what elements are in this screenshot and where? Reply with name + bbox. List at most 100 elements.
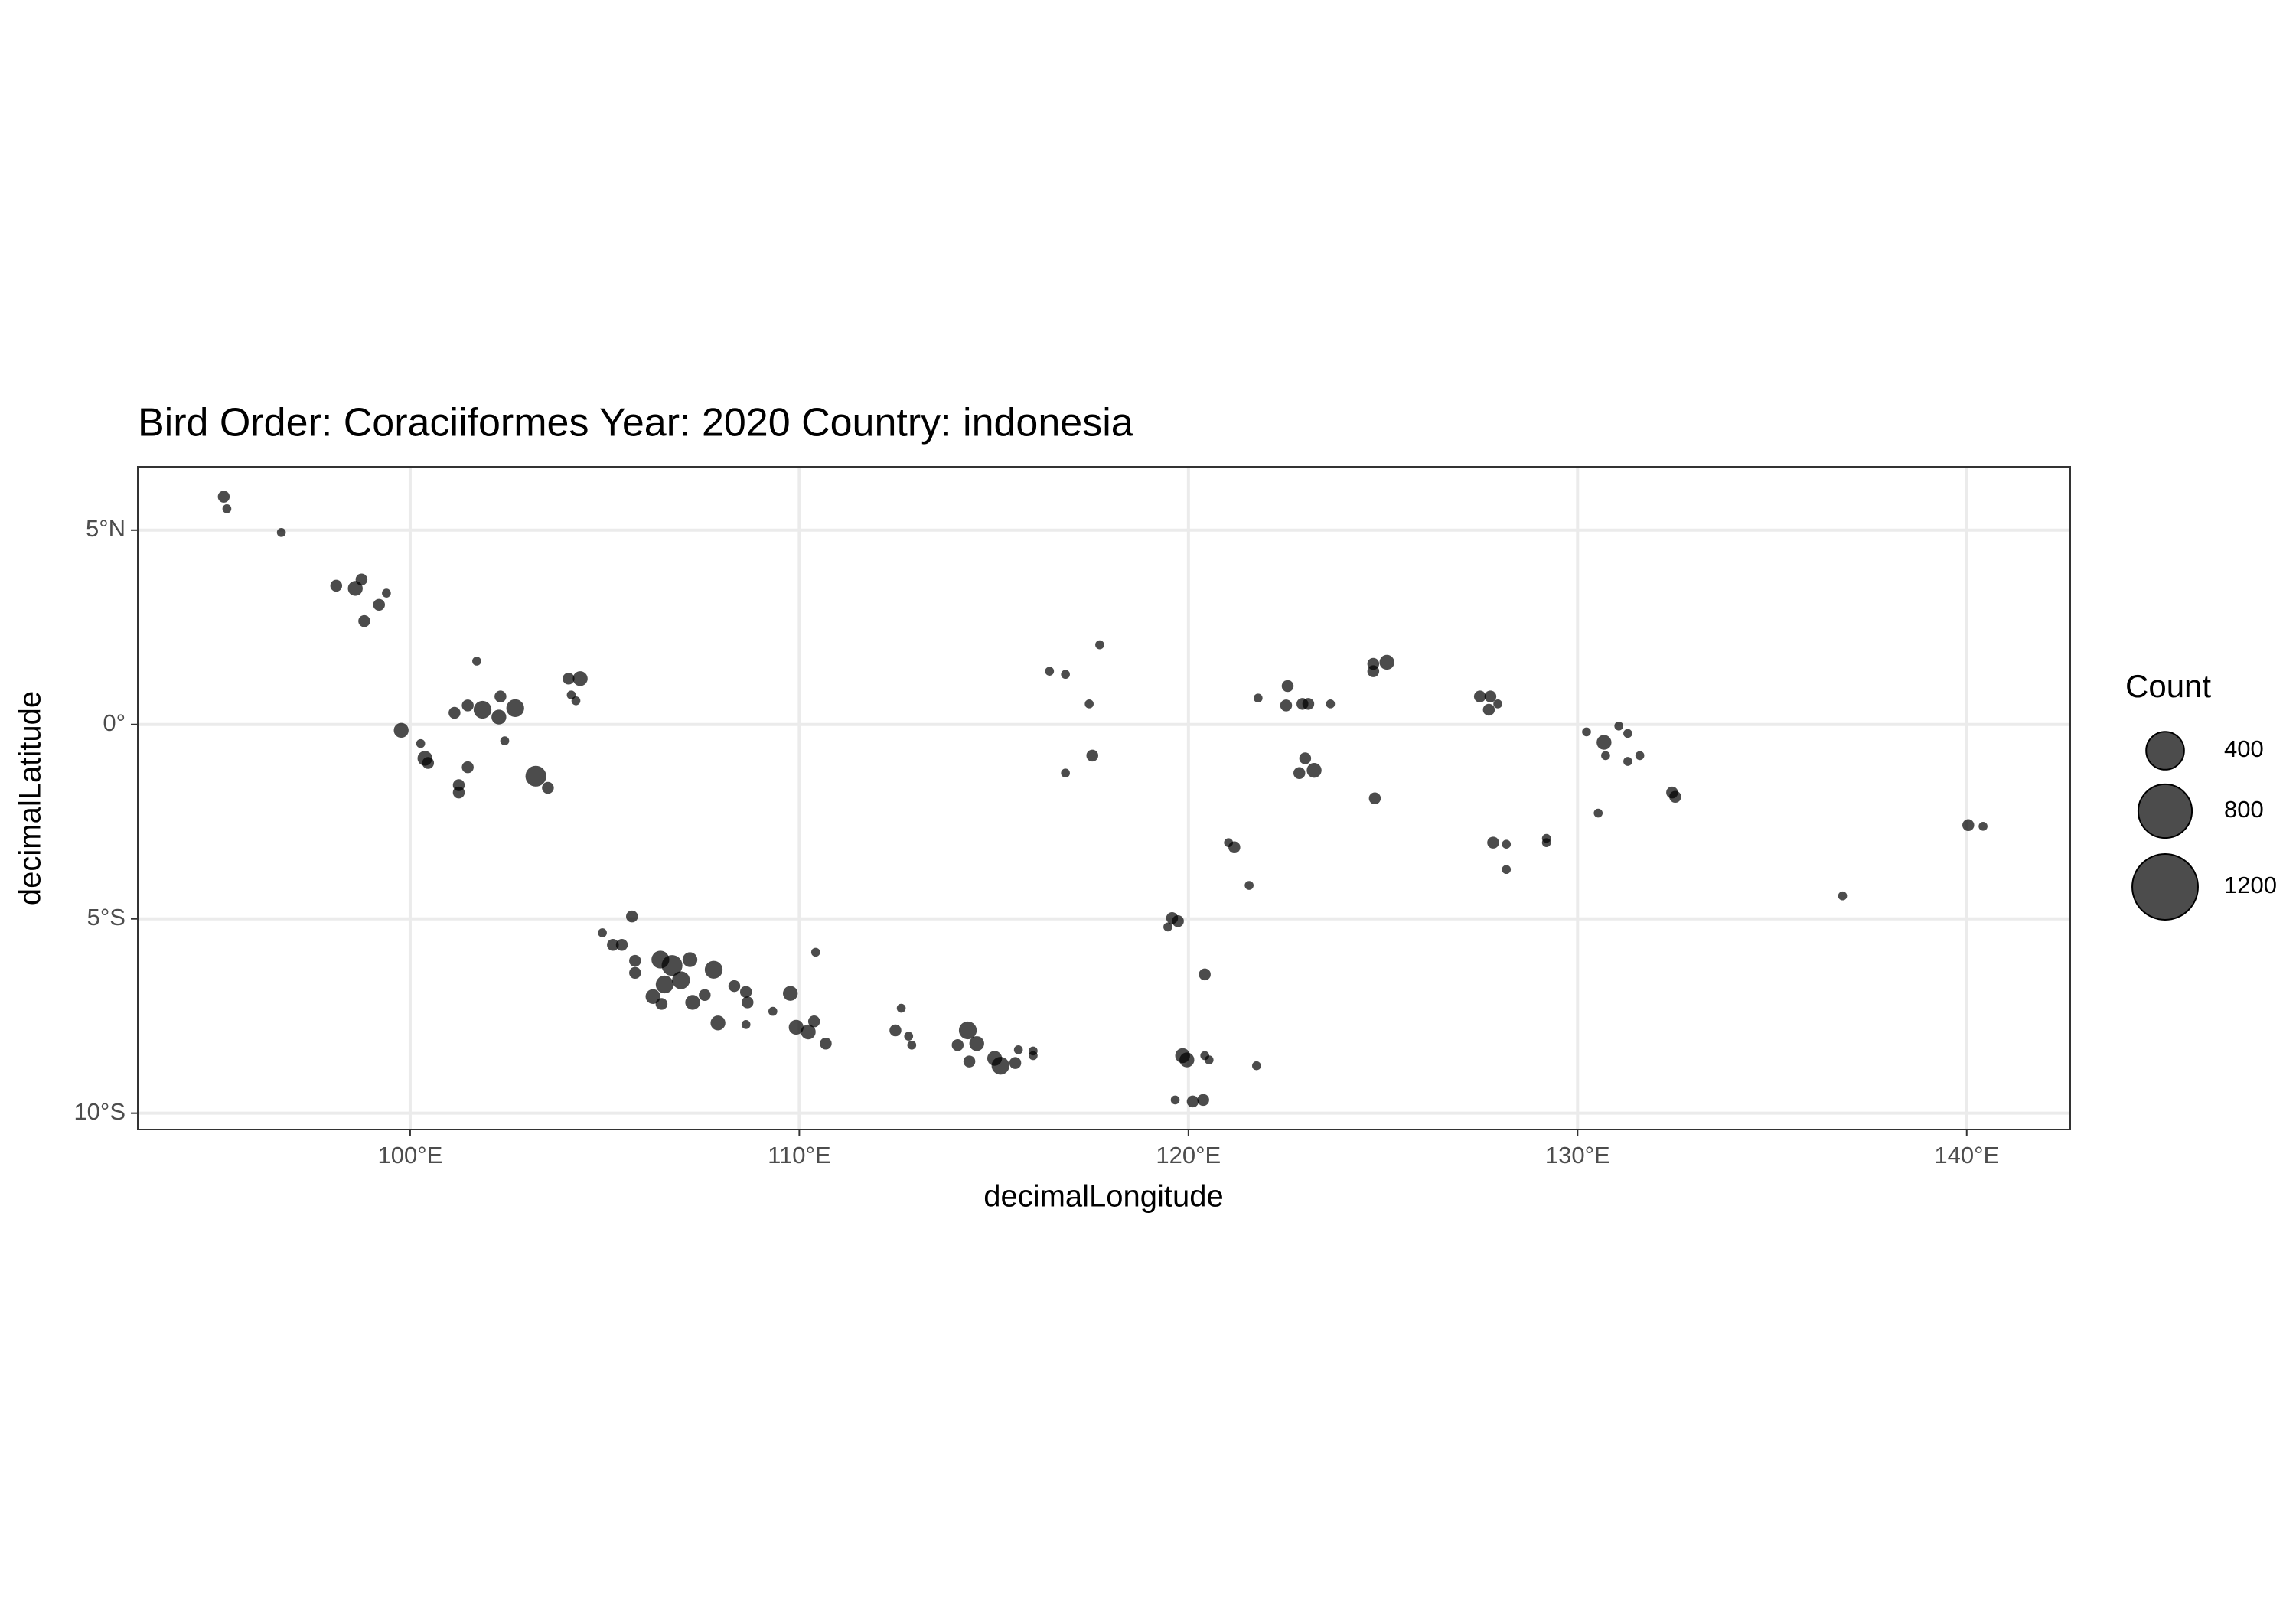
point [607, 938, 619, 951]
point [889, 1024, 902, 1037]
point [448, 706, 461, 719]
point [1302, 698, 1315, 710]
legend-key [2131, 853, 2199, 921]
point [525, 765, 546, 787]
legend-label: 400 [2224, 735, 2264, 762]
point [1170, 1095, 1180, 1105]
point [788, 1019, 804, 1035]
point [969, 1036, 984, 1051]
x-tick-label: 140°E [1934, 1142, 1999, 1169]
point [1368, 792, 1381, 804]
point [1614, 721, 1624, 731]
x-tick-label: 100°E [378, 1142, 443, 1169]
point [1251, 1061, 1261, 1071]
point [629, 954, 641, 967]
point [951, 1039, 964, 1051]
point [1254, 693, 1263, 703]
point [382, 588, 391, 598]
point [1623, 757, 1632, 766]
point [1582, 727, 1591, 737]
legend-key [2145, 731, 2185, 771]
point [1596, 735, 1612, 750]
point [1623, 729, 1632, 738]
point [768, 1006, 778, 1016]
point [1299, 752, 1312, 764]
y-tick-label: 5°S [87, 904, 126, 931]
point [907, 1040, 917, 1050]
point [222, 504, 232, 513]
point [807, 1015, 820, 1028]
x-tick-label: 110°E [768, 1142, 831, 1169]
point [1502, 839, 1512, 849]
point [810, 947, 820, 957]
point [461, 761, 474, 774]
point [1179, 1052, 1195, 1068]
point [1493, 699, 1502, 709]
point [393, 722, 409, 738]
point [1487, 836, 1499, 849]
point [1009, 1057, 1022, 1069]
point [655, 975, 674, 994]
point [1045, 667, 1055, 676]
point [542, 781, 554, 794]
point [494, 690, 507, 702]
point [1484, 690, 1497, 702]
point [991, 1057, 1009, 1075]
point [1601, 751, 1610, 761]
point [699, 989, 711, 1002]
point [1172, 915, 1184, 927]
legend-key [2137, 783, 2193, 839]
point [1541, 838, 1551, 847]
point [1013, 1045, 1023, 1054]
point [1978, 822, 1988, 831]
point [1061, 670, 1070, 680]
point [904, 1032, 914, 1041]
y-axis-title: decimalLatitude [14, 691, 47, 905]
point [472, 657, 481, 666]
x-tick-label: 130°E [1545, 1142, 1610, 1169]
point [1838, 891, 1848, 901]
point [661, 955, 683, 976]
point [416, 738, 426, 748]
point [1197, 1094, 1209, 1107]
legend-title: Count [2125, 668, 2211, 704]
point [728, 980, 741, 993]
point [1029, 1051, 1038, 1061]
point [1280, 699, 1293, 712]
y-tick-label: 10°S [73, 1098, 126, 1125]
point [958, 1021, 977, 1040]
legend-label: 1200 [2224, 872, 2277, 898]
point [685, 995, 700, 1010]
x-axis-title: decimalLongitude [983, 1180, 1224, 1214]
point [682, 952, 698, 967]
point [358, 614, 370, 627]
point [710, 1015, 726, 1031]
point [473, 700, 492, 719]
point [1669, 790, 1681, 803]
point [615, 938, 628, 951]
point [572, 671, 588, 686]
point [1306, 762, 1322, 778]
point [672, 971, 690, 989]
point [1199, 968, 1211, 981]
point [1635, 751, 1645, 761]
point [1962, 819, 1975, 832]
point [820, 1038, 832, 1050]
x-tick-label: 120°E [1156, 1142, 1221, 1169]
y-tick-label: 0° [103, 709, 126, 736]
point [1593, 808, 1603, 818]
point [1281, 680, 1294, 693]
point [1482, 703, 1495, 716]
point [1473, 690, 1486, 702]
point [1095, 640, 1104, 650]
point [1086, 749, 1098, 762]
point [1502, 865, 1512, 875]
point [571, 696, 581, 706]
point [739, 986, 752, 998]
point [563, 673, 575, 685]
point [741, 1020, 751, 1029]
panel-border [137, 466, 2071, 1130]
point [704, 960, 723, 979]
